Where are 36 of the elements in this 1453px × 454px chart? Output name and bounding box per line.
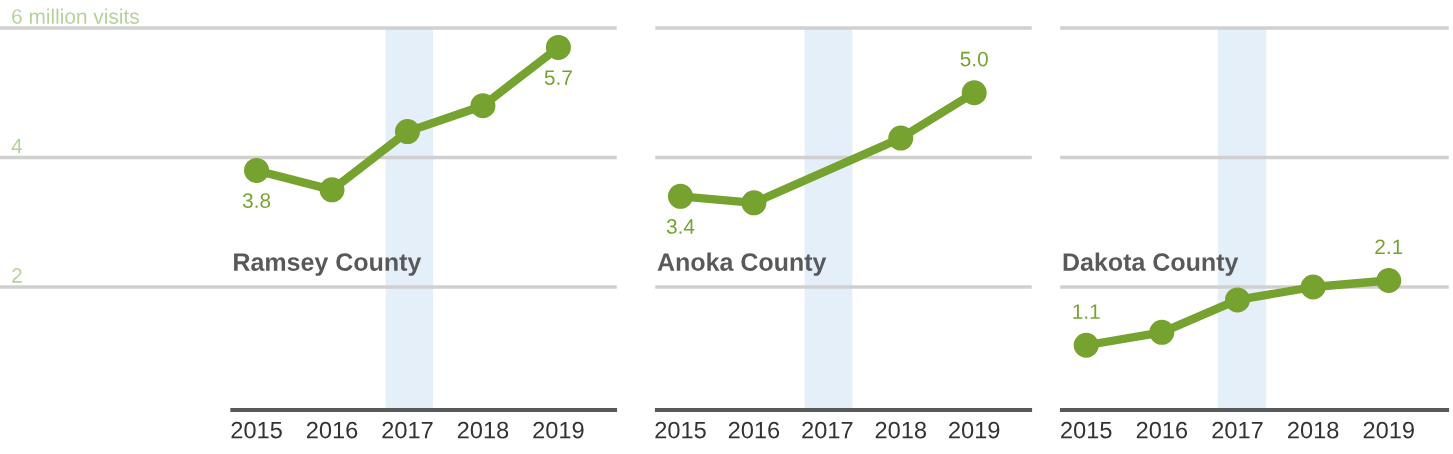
- y-tick-label: 2: [12, 268, 22, 283]
- point: [1149, 319, 1175, 345]
- point: [961, 80, 987, 106]
- point: [1376, 268, 1402, 294]
- x-tick-label: 2016: [728, 421, 780, 439]
- x-tick-label: 2017: [802, 421, 853, 439]
- y-tick-label: 4: [11, 138, 23, 154]
- point: [888, 125, 914, 151]
- x-tick-label: 2018: [1288, 421, 1339, 439]
- x-tick-label: 2019: [949, 421, 1000, 439]
- x-tick-label: 2017: [1212, 421, 1263, 439]
- point: [1224, 287, 1250, 313]
- data-label: 5.0: [960, 51, 988, 67]
- text: Ramsey County: [234, 253, 422, 276]
- point: [1073, 332, 1099, 358]
- point: [741, 190, 767, 216]
- x-tick-label: 2018: [457, 421, 509, 439]
- text: Dakota County: [1063, 252, 1239, 276]
- x-tick-label: 2018: [875, 421, 927, 439]
- x-tick-label: 2019: [533, 421, 584, 439]
- text: Anoka County: [657, 252, 827, 276]
- x-tick-label: 2019: [1363, 421, 1414, 439]
- x-tick-label: 2015: [655, 421, 706, 439]
- x-tick-label: 2016: [306, 421, 358, 439]
- data-label: 1.1: [1073, 304, 1100, 319]
- data-label: 3.4: [666, 219, 695, 234]
- x-tick-label: 2016: [1136, 421, 1188, 439]
- data-label: 2.1: [1375, 239, 1403, 254]
- x-tick-label: 2017: [382, 421, 433, 439]
- data-label: 3.8: [242, 193, 271, 208]
- point: [1300, 274, 1326, 300]
- x-tick-label: 2015: [231, 421, 282, 439]
- y-tick-label: 6 million visits: [12, 8, 139, 24]
- x-tick-label: 2015: [1061, 421, 1112, 439]
- point: [667, 183, 693, 209]
- data-label: 5.7: [544, 70, 572, 85]
